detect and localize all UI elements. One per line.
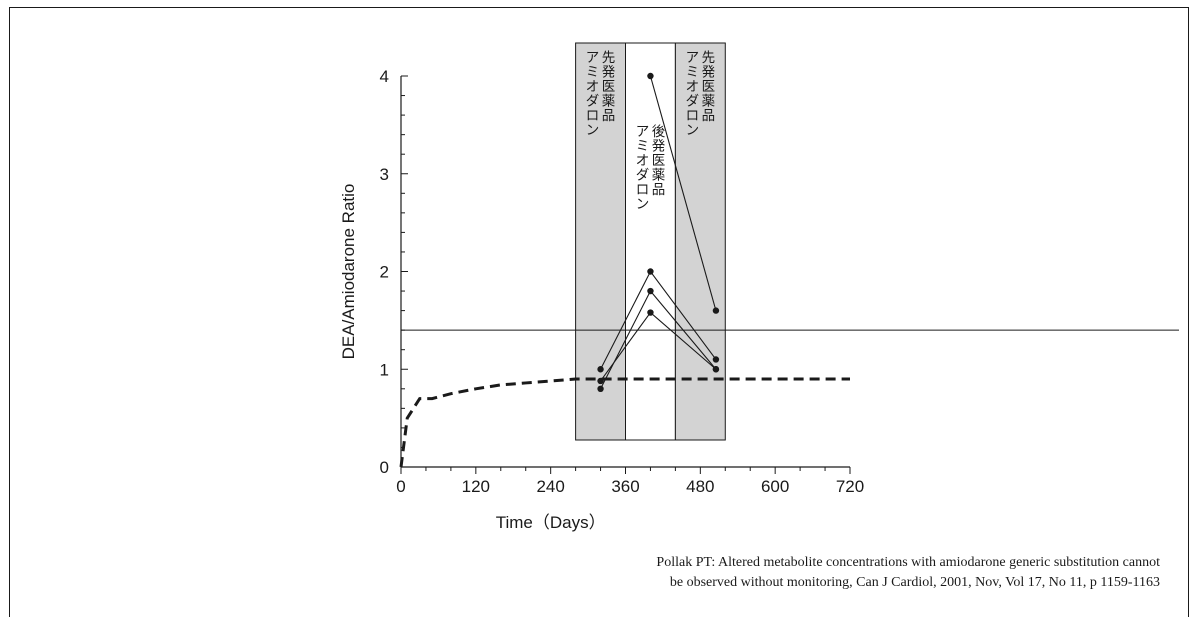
period-label-char: 品: [602, 108, 616, 124]
y-tick-label: 2: [380, 263, 389, 282]
y-tick-label: 1: [380, 360, 389, 379]
period-label-char: ダ: [586, 94, 600, 110]
y-tick-label: 4: [380, 67, 389, 86]
period-label-char: ア: [586, 50, 600, 66]
x-tick-label: 480: [686, 477, 714, 496]
period-label-char: ダ: [686, 94, 700, 110]
data-point: [712, 356, 720, 363]
period-label-char: 発: [702, 65, 716, 81]
period-band: [625, 42, 676, 441]
period-label-char: ロ: [636, 182, 650, 198]
period-label-char: ミ: [686, 65, 700, 81]
data-point: [712, 366, 720, 373]
expected-curve-line: [399, 377, 850, 468]
data-point: [597, 377, 604, 385]
period-label-char: ダ: [636, 168, 650, 184]
data-point: [597, 366, 604, 373]
citation-line-2: be observed without monitoring, Can J Ca…: [669, 575, 1160, 590]
period-band: [575, 42, 626, 441]
period-label-char: ミ: [636, 139, 650, 155]
period-label-char: ン: [586, 123, 600, 139]
x-tick-label: 240: [536, 477, 564, 496]
period-label-char: 発: [602, 65, 616, 81]
period-label-char: 品: [702, 108, 716, 124]
period-label-char: 薬: [652, 168, 666, 184]
period-label-char: ア: [636, 124, 650, 140]
data-point: [597, 385, 604, 392]
period-label-char: オ: [686, 79, 700, 95]
x-axis-title: Time（Days）: [496, 513, 606, 532]
data-point: [647, 72, 654, 80]
y-tick-label: 3: [380, 165, 389, 184]
period-label-char: 医: [702, 79, 716, 95]
period-label-char: 発: [652, 139, 666, 155]
figure-frame: [9, 7, 1189, 617]
data-point: [647, 287, 654, 295]
y-tick-label: 0: [380, 458, 389, 477]
period-label-char: ン: [686, 123, 700, 139]
data-point: [712, 307, 720, 314]
data-point: [647, 309, 654, 316]
period-label-char: オ: [586, 79, 600, 95]
x-tick-label: 720: [836, 477, 864, 496]
period-label-char: オ: [636, 153, 650, 169]
data-point: [647, 268, 654, 275]
period-label-char: 薬: [702, 94, 716, 110]
period-label-char: ア: [686, 50, 700, 66]
period-label-char: 薬: [602, 94, 616, 110]
period-band: [674, 42, 726, 441]
citation: Pollak PT: Altered metabolite concentrat…: [560, 553, 1160, 593]
y-axis-title: DEA/Amiodarone Ratio: [339, 184, 358, 360]
period-label-char: 医: [602, 79, 616, 95]
series-line: [649, 75, 717, 311]
period-label-char: 先: [602, 50, 616, 66]
period-label-char: ロ: [686, 108, 700, 124]
period-label-char: ン: [636, 197, 650, 213]
period-label-char: 品: [652, 182, 666, 198]
period-label-char: 後: [652, 124, 666, 140]
period-label-char: ミ: [586, 65, 600, 81]
x-tick-label: 360: [611, 477, 639, 496]
period-label-char: ロ: [586, 108, 600, 124]
x-tick-label: 120: [462, 477, 490, 496]
x-tick-label: 600: [761, 477, 789, 496]
period-label-char: 医: [652, 153, 666, 169]
x-tick-label: 0: [396, 477, 405, 496]
period-label-char: 先: [702, 50, 716, 66]
citation-line-1: Pollak PT: Altered metabolite concentrat…: [656, 555, 1160, 570]
